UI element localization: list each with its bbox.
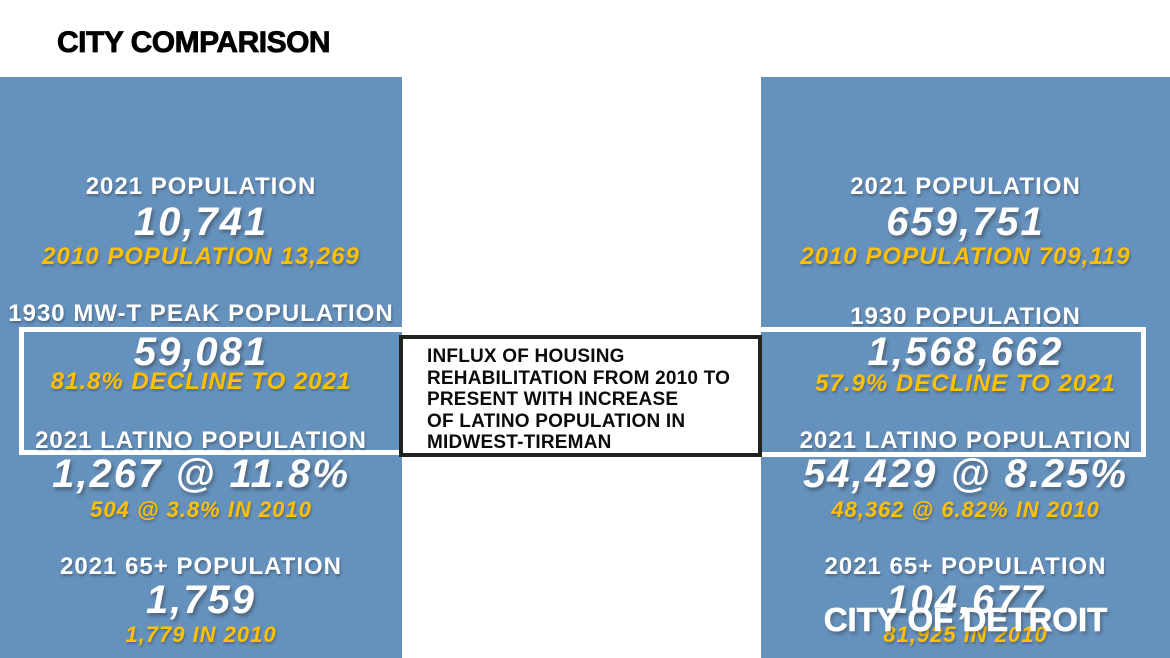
stat-label: 2021 65+ POPULATION bbox=[824, 553, 1107, 580]
stat-value: 104,677 bbox=[886, 578, 1045, 622]
stat-subvalue: 81.8% DECLINE TO 2021 bbox=[50, 368, 352, 395]
stat-value: 1,568,662 bbox=[867, 330, 1064, 374]
note-line: PRESENT WITH INCREASE bbox=[427, 389, 679, 410]
center-note-box: INFLUX OF HOUSING REHABILITATION FROM 20… bbox=[399, 335, 762, 457]
center-note-text: INFLUX OF HOUSING REHABILITATION FROM 20… bbox=[403, 339, 758, 454]
note-line: INFLUX OF HOUSING bbox=[427, 346, 625, 367]
note-line: REHABILITATION FROM 2010 TO bbox=[427, 367, 731, 389]
stat-subvalue: 2010 POPULATION 709,119 bbox=[800, 243, 1131, 270]
stat-label: 2021 POPULATION bbox=[850, 173, 1081, 200]
note-line: OF LATINO POPULATION IN bbox=[427, 410, 686, 432]
stat-value: 54,429 @ 8.25% bbox=[803, 452, 1128, 496]
stat-label: 1930 POPULATION bbox=[850, 303, 1081, 330]
right-stats-panel: 2021 POPULATION 659,751 2010 POPULATION … bbox=[761, 77, 1170, 658]
stat-subvalue: 81,925 IN 2010 bbox=[883, 622, 1048, 647]
stat-label: 1930 MW-T PEAK POPULATION bbox=[8, 300, 394, 327]
stat-subvalue: 57.9% DECLINE TO 2021 bbox=[815, 370, 1116, 397]
city-caption: CITY OF DETROIT bbox=[823, 601, 1108, 639]
stat-label: 2021 LATINO POPULATION bbox=[35, 427, 367, 454]
stat-subvalue: 504 @ 3.8% IN 2010 bbox=[90, 497, 312, 522]
stat-value: 1,759 bbox=[145, 578, 257, 622]
stat-label: 2021 65+ POPULATION bbox=[60, 553, 342, 580]
highlight-box-left bbox=[19, 327, 402, 455]
stat-subvalue: 48,362 @ 6.82% IN 2010 bbox=[831, 497, 1100, 522]
stat-subvalue: 1,779 IN 2010 bbox=[125, 622, 277, 647]
page-title: CITY COMPARISON bbox=[57, 26, 331, 60]
highlight-box-right bbox=[761, 327, 1146, 457]
stat-label: 2021 LATINO POPULATION bbox=[799, 427, 1132, 454]
stat-value: 659,751 bbox=[886, 200, 1045, 244]
stat-subvalue: 2010 POPULATION 13,269 bbox=[42, 243, 360, 270]
stat-value: 1,267 @ 11.8% bbox=[52, 452, 350, 496]
note-line: MIDWEST-TIREMAN bbox=[427, 432, 612, 453]
stat-label: 2021 POPULATION bbox=[85, 173, 317, 200]
left-stats-panel: 2021 POPULATION 10,741 2010 POPULATION 1… bbox=[0, 77, 402, 658]
stat-value: 10,741 bbox=[133, 200, 269, 244]
stat-value: 59,081 bbox=[133, 330, 269, 374]
